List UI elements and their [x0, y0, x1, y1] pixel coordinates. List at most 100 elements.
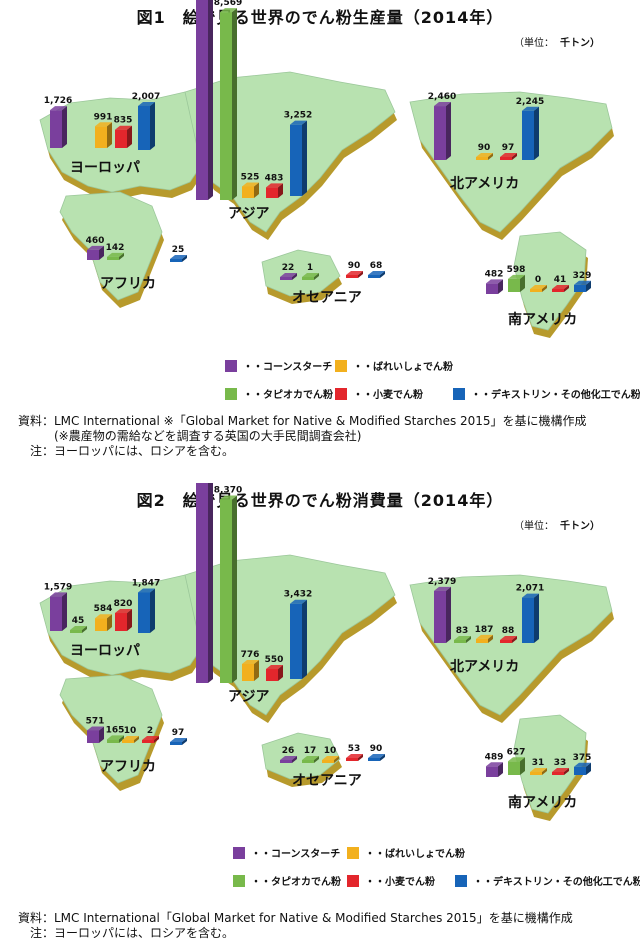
legend-item-corn: ・・コーンスターチ — [233, 845, 340, 860]
bar-corn — [486, 279, 503, 294]
region-label: アジア — [228, 689, 269, 705]
bar-potato — [95, 614, 112, 631]
region-label: ヨーロッパ — [70, 160, 140, 176]
data-label: 31 — [532, 758, 545, 768]
data-label: 525 — [241, 172, 260, 182]
data-label: 33 — [554, 758, 567, 768]
data-label: 25 — [172, 245, 185, 255]
note-region: 注：ヨーロッパには、ロシアを含む。 — [18, 926, 235, 940]
data-label: 835 — [114, 116, 133, 126]
bar-corn — [434, 102, 451, 160]
notes: 資料：LMC International ※「Global Market for… — [18, 414, 587, 459]
bar-tapioca — [302, 756, 319, 763]
bar-other — [290, 120, 307, 196]
land-oceania — [261, 732, 342, 787]
data-label: 10 — [324, 746, 337, 756]
bar-potato — [122, 736, 139, 743]
figure-consumption: 図2 絵で見る世界のでん粉消費量（2014年） （単位： 千トン） ヨーロッパ 1,… — [0, 483, 640, 950]
bar-wheat — [346, 271, 363, 278]
data-label: 2,245 — [516, 97, 544, 107]
data-label: 2,071 — [516, 584, 544, 594]
bar-wheat — [115, 125, 132, 148]
bar-wheat — [552, 768, 569, 775]
data-label: 627 — [507, 747, 526, 757]
data-label: 2,460 — [428, 92, 456, 102]
bar-corn — [87, 245, 104, 260]
world-map-chart: ヨーロッパ1,7269918352,007アジア11,3428,56952548… — [39, 0, 614, 338]
region-label: 南アメリカ — [508, 311, 577, 328]
land-oceania — [261, 249, 342, 304]
data-label: 26 — [282, 746, 295, 756]
bar-other — [522, 106, 539, 160]
data-label: 2,379 — [428, 577, 456, 587]
data-label: 83 — [456, 626, 469, 636]
data-label: 571 — [86, 716, 105, 726]
legend-item-potato: ・・ばれいしょでん粉 — [335, 358, 453, 373]
bar-corn — [196, 0, 213, 201]
bar-potato — [242, 659, 259, 681]
bar-other — [138, 588, 155, 633]
unit-label: （単位： 千トン） — [514, 521, 600, 532]
data-label: 2 — [147, 726, 153, 736]
bar-potato — [530, 768, 547, 775]
bar-potato — [95, 122, 112, 148]
bar-tapioca — [70, 626, 87, 633]
region-label: オセアニア — [292, 290, 362, 306]
data-label: 187 — [475, 625, 494, 635]
bar-other — [574, 280, 591, 292]
world-map-chart: ヨーロッパ1,579455848201,847アジア11,3828,370776… — [39, 483, 614, 821]
bar-corn — [50, 592, 67, 631]
data-label: 142 — [106, 243, 125, 253]
data-label: 90 — [348, 261, 361, 271]
note-region: 注：ヨーロッパには、ロシアを含む。 — [18, 444, 235, 458]
bar-tapioca — [220, 8, 237, 201]
land-europe — [39, 574, 230, 683]
data-label: 45 — [72, 616, 85, 626]
data-label: 17 — [304, 746, 317, 756]
data-label: 482 — [485, 269, 504, 279]
unit-label: （単位： 千トン） — [514, 38, 600, 49]
bar-potato — [476, 153, 493, 160]
land-africa — [59, 191, 164, 308]
legend-item-other: ・・デキストリン・その他化工でん粉 — [453, 386, 640, 401]
bar-other — [170, 255, 187, 262]
data-label: 10 — [124, 726, 137, 736]
data-label: 1,579 — [44, 582, 72, 592]
bar-corn — [486, 762, 503, 777]
legend-item-tapioca: ・・タピオカでん粉 — [225, 386, 333, 401]
bar-wheat — [266, 664, 283, 681]
bar-tapioca — [107, 735, 124, 743]
data-label: 550 — [265, 655, 284, 665]
bar-tapioca — [454, 636, 471, 643]
data-label: 3,252 — [284, 111, 312, 121]
region-label: アフリカ — [100, 759, 156, 775]
bar-wheat — [115, 609, 132, 631]
data-label: 776 — [241, 650, 260, 660]
data-label: 22 — [282, 263, 295, 273]
note-footnote: (※農産物の需給などを調査する英国の大手民間調査会社) — [18, 429, 362, 443]
legend-item-wheat: ・・小麦でん粉 — [335, 386, 423, 401]
data-label: 460 — [86, 236, 105, 246]
bar-other — [368, 271, 385, 278]
legend-item-tapioca: ・・タピオカでん粉 — [233, 873, 341, 888]
bar-potato — [322, 756, 339, 763]
bar-other — [138, 101, 155, 150]
bar-corn — [280, 756, 297, 763]
region-label: アフリカ — [100, 276, 156, 292]
legend-item-corn: ・・コーンスターチ — [225, 358, 332, 373]
data-label: 53 — [348, 744, 361, 754]
data-label: 2,007 — [132, 92, 160, 102]
data-label: 8,370 — [214, 485, 242, 495]
region-label: アジア — [228, 206, 269, 222]
notes: 資料：LMC International「Global Market for N… — [18, 911, 573, 941]
data-label: 165 — [106, 725, 125, 735]
bar-tapioca — [220, 495, 237, 683]
data-label: 375 — [573, 753, 592, 763]
bar-other — [368, 754, 385, 761]
data-label: 329 — [573, 271, 592, 281]
region-label: ヨーロッパ — [70, 643, 140, 659]
data-label: 3,432 — [284, 590, 312, 600]
region-label: オセアニア — [292, 773, 362, 789]
bar-potato — [530, 285, 547, 292]
bar-other — [290, 599, 307, 679]
